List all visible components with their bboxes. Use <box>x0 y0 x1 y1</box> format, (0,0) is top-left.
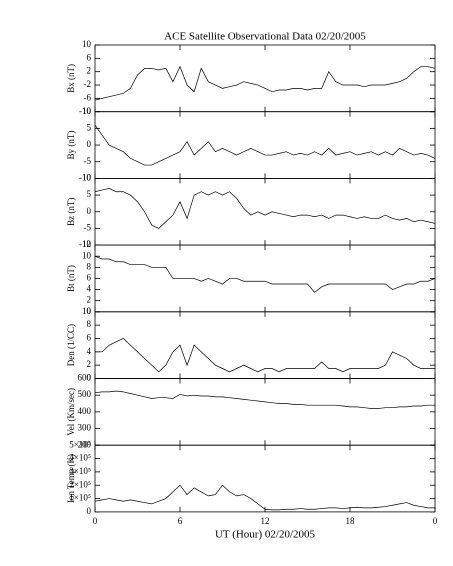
y-tick-label: 600 <box>78 373 92 383</box>
data-line <box>94 124 436 166</box>
y-axis-label: Bz (nT) <box>66 198 76 226</box>
data-line <box>94 484 435 511</box>
y-tick-label: -5 <box>84 156 92 166</box>
y-tick-label: 6 <box>87 273 92 283</box>
y-tick-label: -6 <box>84 92 92 102</box>
y-tick-label: -5 <box>84 222 92 232</box>
y-tick-label: 0 <box>87 306 92 316</box>
x-tick-label: 18 <box>346 516 356 526</box>
y-tick-label: 10 <box>82 306 92 316</box>
y-tick-label: 8 <box>87 319 92 329</box>
y-axis-label: Bt (nT) <box>66 265 76 292</box>
y-tick-label: -10 <box>79 172 91 182</box>
y-axis-label: Bx (nT) <box>66 64 76 93</box>
y-axis-label: Ion Temp (K) <box>66 454 76 503</box>
y-tick-label: 2 <box>87 295 92 305</box>
y-tick-label: 0 <box>87 206 92 216</box>
y-tick-label: 0 <box>87 139 92 149</box>
y-tick-label: 10 <box>82 106 92 116</box>
y-tick-label: 1×10⁵ <box>69 493 91 503</box>
y-tick-label: 4 <box>87 284 92 294</box>
y-tick-label: -2 <box>84 79 92 89</box>
y-tick-label: 5 <box>87 189 92 199</box>
y-tick-label: 300 <box>78 423 92 433</box>
y-tick-label: 10 <box>82 250 92 260</box>
y-tick-label: 2 <box>87 359 92 369</box>
x-tick-label: 0 <box>433 516 438 526</box>
y-tick-label: 4 <box>87 346 92 356</box>
y-tick-label: 6 <box>87 333 92 343</box>
y-tick-label: 3×10⁵ <box>69 466 91 476</box>
data-line <box>94 65 436 101</box>
y-tick-label: 2 <box>87 66 92 76</box>
data-line <box>95 338 435 373</box>
y-tick-label: 4×10⁵ <box>69 453 91 463</box>
y-tick-label: 8 <box>87 261 92 271</box>
y-tick-label: 400 <box>78 406 92 416</box>
y-tick-label: -10 <box>79 106 91 116</box>
y-tick-label: 10 <box>82 39 92 49</box>
y-tick-label: 200 <box>78 439 92 449</box>
chart-title: ACE Satellite Observational Data 02/20/2… <box>164 31 366 43</box>
data-line <box>94 188 436 229</box>
y-tick-label: 5×10⁵ <box>69 439 91 449</box>
y-tick-label: -10 <box>79 239 91 249</box>
x-tick-label: 12 <box>261 516 270 526</box>
y-tick-label: 10 <box>82 172 92 182</box>
y-axis-label: By (nT) <box>66 131 76 160</box>
data-line <box>94 255 436 293</box>
y-tick-label: 6 <box>87 52 92 62</box>
x-axis-label: UT (Hour) 02/20/2005 <box>215 529 316 541</box>
x-tick-label: 0 <box>93 516 98 526</box>
y-tick-label: 0 <box>87 373 92 383</box>
y-axis-label: Den (1/CC) <box>66 324 76 366</box>
data-line <box>94 390 435 409</box>
x-tick-label: 6 <box>178 516 183 526</box>
y-axis-label: Vel (Km/sec) <box>66 388 76 436</box>
y-tick-label: 0 <box>87 506 92 516</box>
y-tick-label: 12 <box>82 239 91 249</box>
y-tick-label: 2×10⁵ <box>69 479 91 489</box>
y-tick-label: 5 <box>87 122 92 132</box>
y-tick-label: 500 <box>78 389 92 399</box>
